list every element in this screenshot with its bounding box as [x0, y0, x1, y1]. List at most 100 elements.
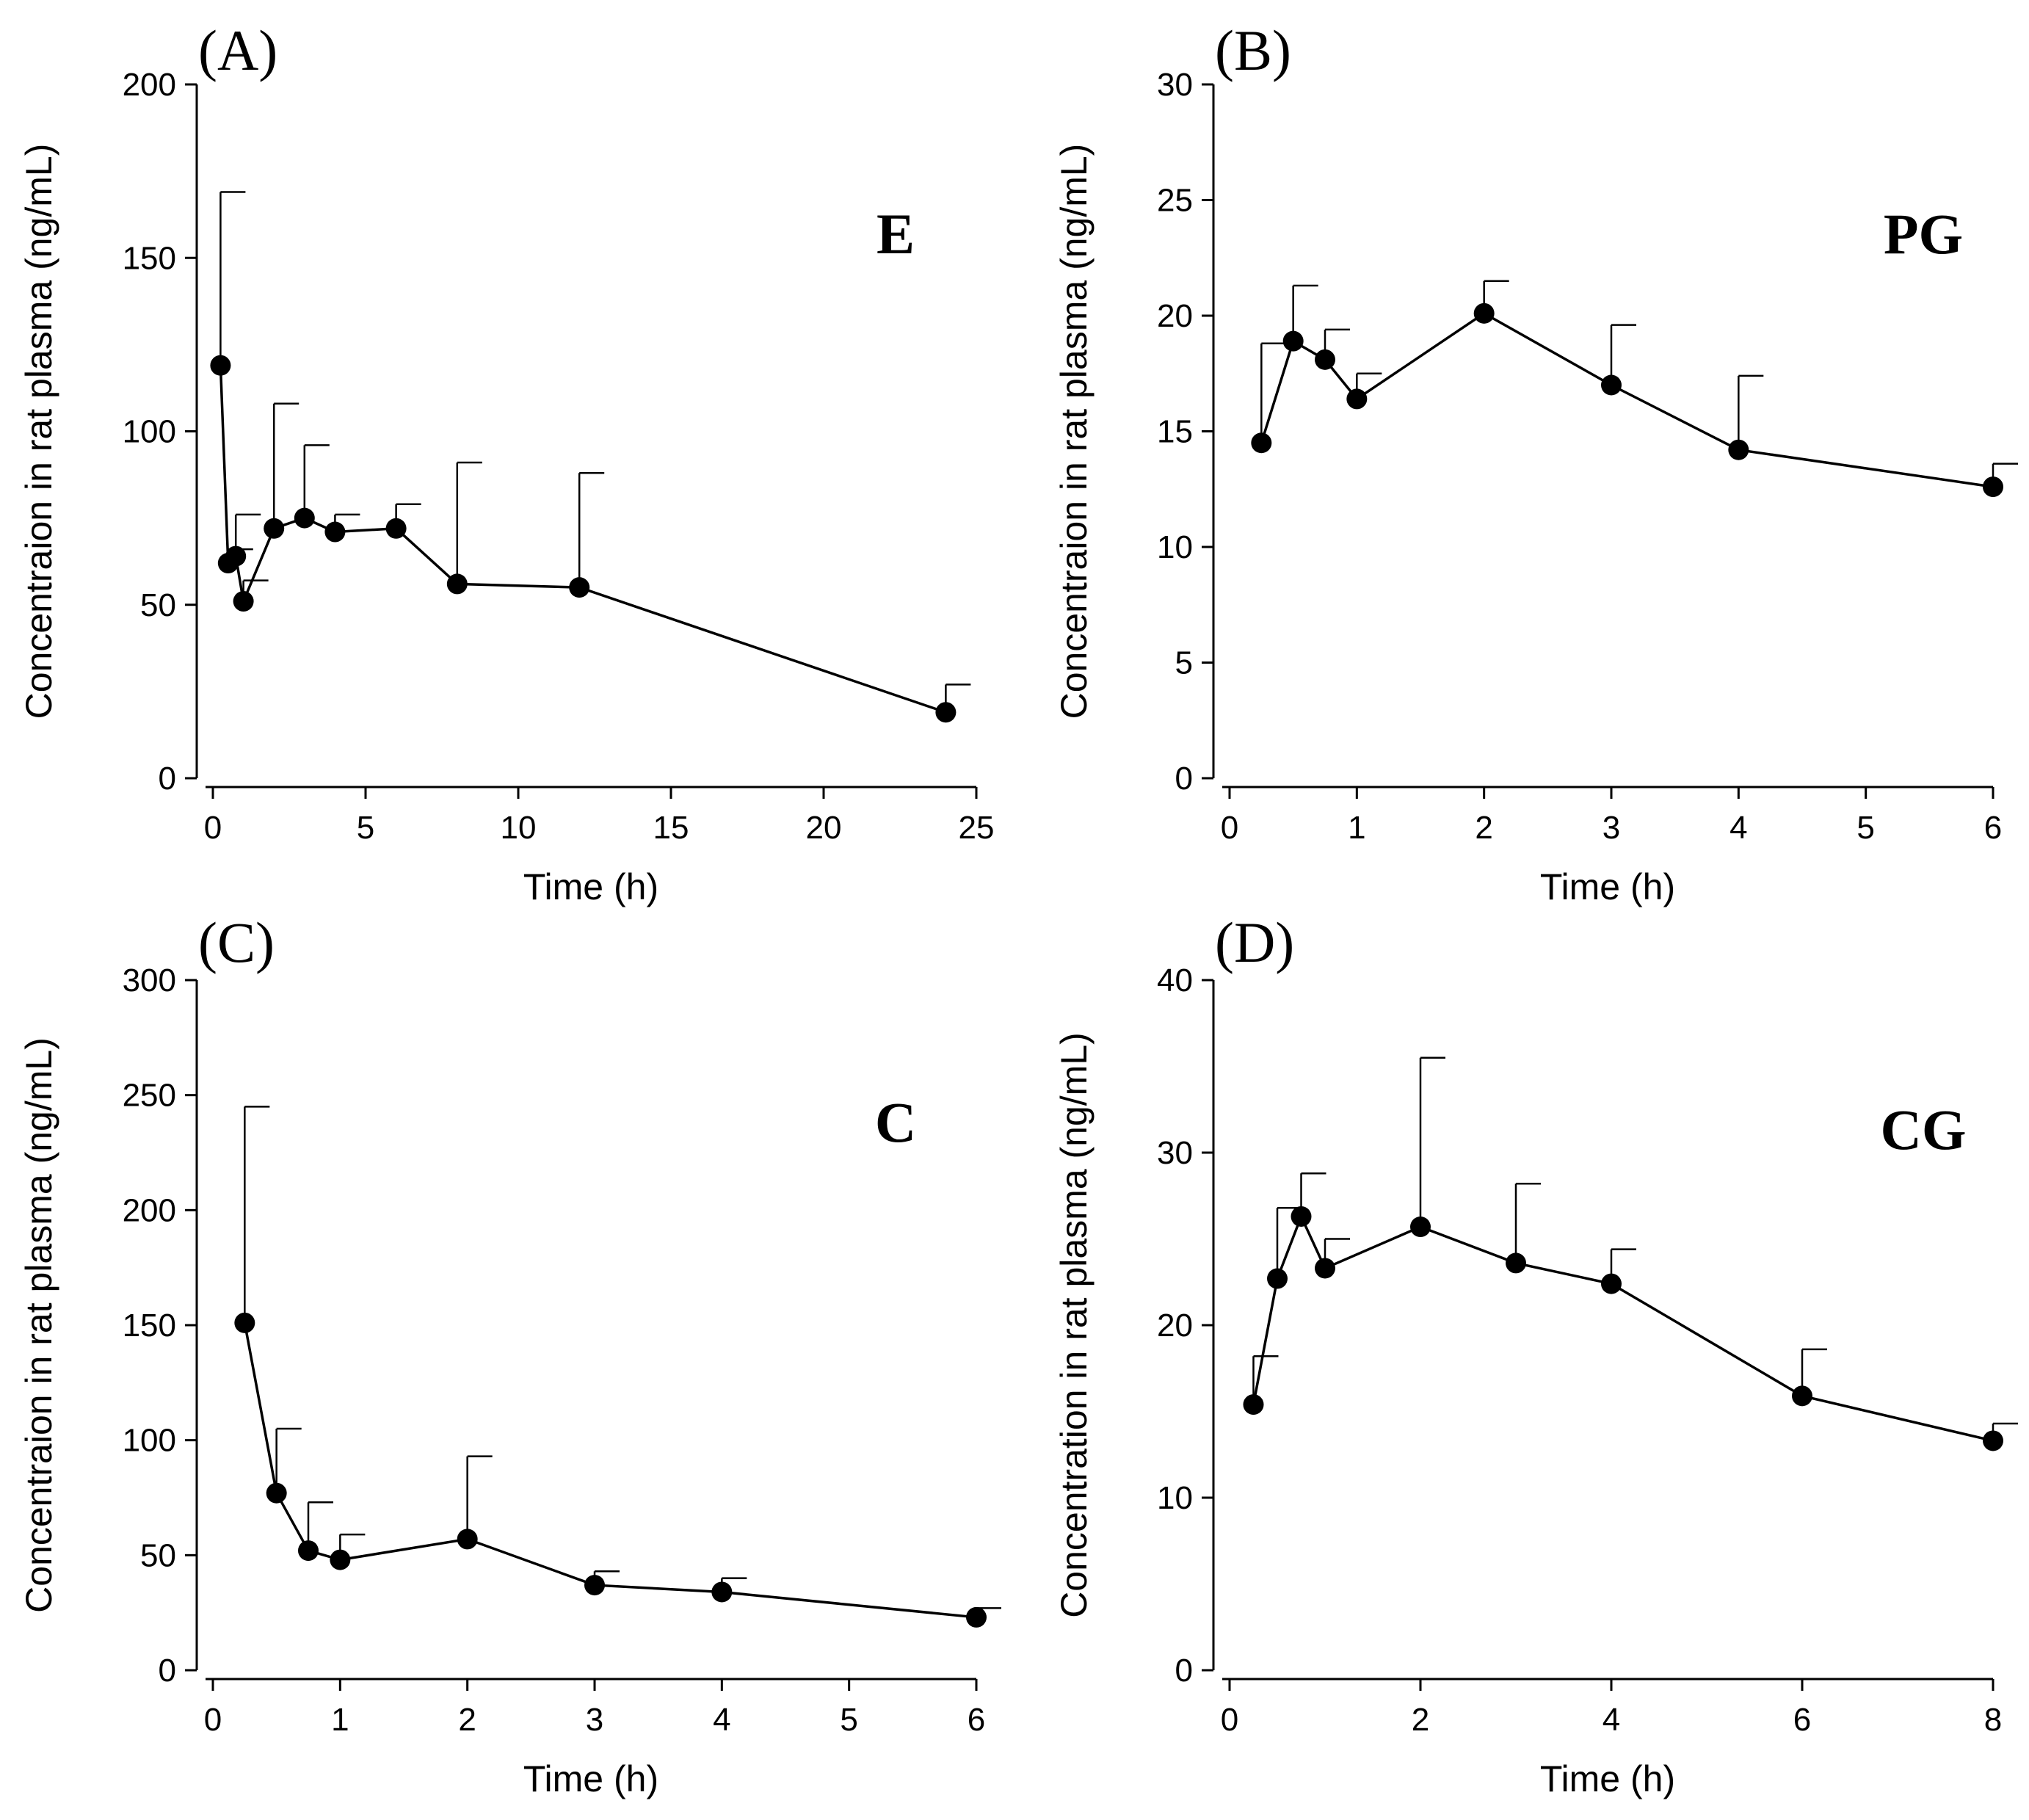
data-point: [1243, 1394, 1264, 1415]
x-tick-label: 1: [1348, 810, 1365, 846]
data-point: [1315, 349, 1335, 370]
x-tick-label: 5: [1856, 810, 1874, 846]
data-point: [1728, 439, 1749, 460]
x-tick-label: 15: [653, 810, 689, 846]
y-tick-label: 100: [123, 1423, 176, 1459]
x-tick-label: 6: [968, 1702, 985, 1738]
data-point: [294, 507, 315, 529]
x-tick-label: 2: [458, 1702, 476, 1738]
y-tick-label: 50: [140, 1537, 176, 1573]
y-tick-label: 0: [159, 761, 176, 797]
x-tick-label: 3: [1602, 810, 1620, 846]
panel-annotation: PG: [1884, 202, 1963, 266]
data-point: [1473, 302, 1495, 324]
x-tick-label: 3: [586, 1702, 603, 1738]
y-tick-label: 200: [123, 67, 176, 103]
data-point: [233, 591, 254, 612]
x-tick-label: 4: [1602, 1702, 1620, 1738]
y-tick-label: 150: [123, 1308, 176, 1344]
y-tick-label: 15: [1157, 414, 1193, 450]
x-tick-label: 20: [806, 810, 842, 846]
x-tick-label: 6: [1984, 810, 2002, 846]
data-point: [569, 577, 590, 598]
x-axis-label: Time (h): [1540, 1758, 1675, 1799]
panel-label: (A): [198, 18, 277, 82]
x-tick-label: 0: [204, 1702, 222, 1738]
y-tick-label: 250: [123, 1078, 176, 1114]
x-tick-label: 8: [1984, 1702, 2002, 1738]
data-point: [264, 518, 285, 539]
x-tick-label: 0: [1221, 810, 1238, 846]
x-axis-label: Time (h): [1540, 866, 1675, 907]
y-axis-label: Concentraion in rat plasma (ng/mL): [18, 144, 59, 719]
data-point: [446, 573, 468, 595]
data-point: [935, 702, 957, 723]
panel-label: (D): [1215, 910, 1294, 974]
data-point: [385, 518, 407, 539]
data-point: [225, 545, 247, 567]
x-tick-label: 2: [1475, 810, 1492, 846]
y-tick-label: 20: [1157, 1308, 1193, 1344]
data-point: [711, 1581, 733, 1603]
y-axis-label: Concentration in rat plasma (ng/mL): [1053, 1032, 1095, 1618]
y-tick-label: 30: [1157, 1135, 1193, 1171]
y-tick-label: 20: [1157, 298, 1193, 334]
series-line: [243, 1322, 977, 1619]
panel-annotation: C: [875, 1090, 916, 1154]
y-axis-label: Concentraion in rat plasma (ng/mL): [18, 1037, 59, 1613]
y-tick-label: 30: [1157, 67, 1193, 103]
y-tick-label: 25: [1157, 183, 1193, 219]
data-point: [1601, 374, 1622, 396]
x-tick-label: 5: [840, 1702, 857, 1738]
x-axis-label: Time (h): [523, 1758, 658, 1799]
data-point: [1983, 1430, 2003, 1451]
y-axis-label: Concentraion in rat plasma (ng/mL): [1053, 144, 1095, 719]
x-axis-label: Time (h): [523, 866, 658, 907]
x-tick-label: 4: [713, 1702, 730, 1738]
x-tick-label: 4: [1729, 810, 1747, 846]
x-tick-label: 25: [959, 810, 995, 846]
data-point: [457, 1529, 478, 1550]
chart-panel-2: 0 5 10 15 20 25 30 0 1 2 3 4 5 6 Time (h) Concentraion …: [1053, 18, 2018, 907]
y-tick-label: 50: [140, 587, 176, 623]
data-point: [266, 1482, 287, 1504]
x-tick-label: 5: [357, 810, 374, 846]
y-tick-label: 10: [1157, 529, 1193, 565]
x-tick-label: 6: [1793, 1702, 1811, 1738]
y-tick-label: 0: [1175, 1653, 1193, 1689]
data-point: [1346, 388, 1368, 410]
y-tick-label: 150: [123, 240, 176, 276]
x-tick-label: 10: [501, 810, 537, 846]
y-tick-label: 0: [1175, 761, 1193, 797]
y-tick-label: 10: [1157, 1480, 1193, 1516]
data-point: [324, 521, 346, 543]
data-point: [1267, 1268, 1288, 1289]
data-point: [1291, 1206, 1312, 1227]
y-tick-label: 5: [1175, 645, 1193, 681]
x-tick-label: 2: [1412, 1702, 1429, 1738]
data-point: [1282, 330, 1304, 352]
data-point: [330, 1549, 351, 1570]
x-tick-label: 0: [1221, 1702, 1238, 1738]
data-point: [1315, 1258, 1335, 1279]
y-tick-label: 300: [123, 962, 176, 998]
series-line: [1260, 311, 1994, 488]
panel-label: (C): [198, 910, 275, 974]
x-tick-label: 1: [331, 1702, 349, 1738]
data-point: [1251, 432, 1272, 454]
y-tick-label: 0: [159, 1653, 176, 1689]
chart-panel-4: 0 10 20 30 40 0 2 4 6 8 Time (h) Concentration in r…: [1053, 910, 2018, 1799]
data-point: [1792, 1385, 1812, 1407]
panel-label: (B): [1215, 18, 1291, 82]
data-point: [210, 355, 231, 376]
y-tick-label: 200: [123, 1192, 176, 1228]
data-point: [966, 1606, 987, 1628]
x-tick-label: 0: [204, 810, 222, 846]
panel-annotation: E: [876, 202, 915, 266]
data-point: [1506, 1252, 1526, 1274]
y-tick-label: 100: [123, 414, 176, 450]
data-point: [1410, 1217, 1431, 1238]
data-point: [1601, 1273, 1622, 1294]
data-point: [584, 1575, 605, 1596]
